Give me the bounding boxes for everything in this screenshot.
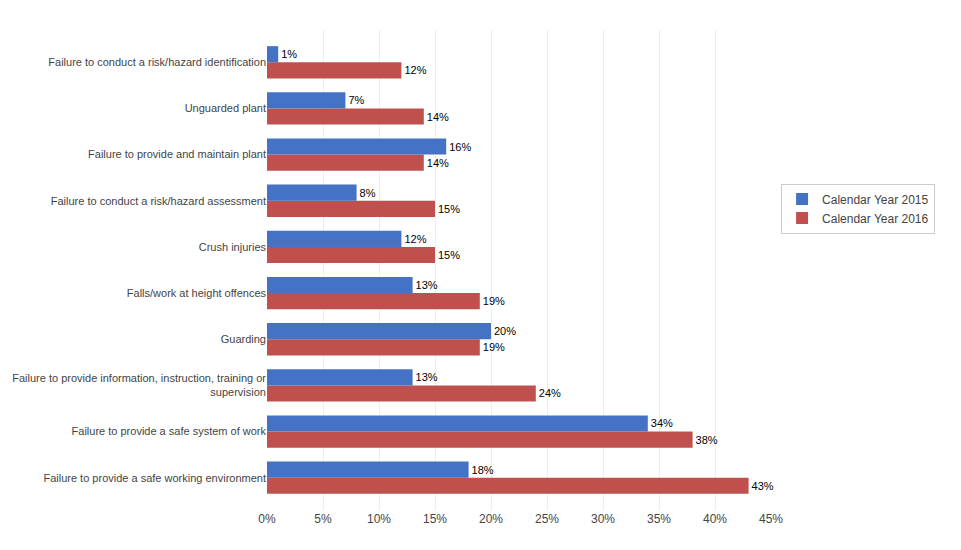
svg-text:0%: 0% [258, 512, 276, 526]
svg-text:19%: 19% [483, 295, 505, 307]
svg-text:20%: 20% [494, 325, 516, 337]
svg-text:Unguarded plant: Unguarded plant [185, 102, 266, 114]
svg-text:Failure to conduct a risk/haza: Failure to conduct a risk/hazard assessm… [51, 195, 266, 207]
svg-text:43%: 43% [752, 480, 774, 492]
svg-text:12%: 12% [404, 64, 426, 76]
svg-text:12%: 12% [404, 233, 426, 245]
svg-text:14%: 14% [427, 111, 449, 123]
svg-text:34%: 34% [651, 417, 673, 429]
svg-text:19%: 19% [483, 341, 505, 353]
svg-text:18%: 18% [472, 464, 494, 476]
svg-text:Calendar Year 2016: Calendar Year 2016 [822, 212, 928, 226]
svg-text:Failure to provide a safe syst: Failure to provide a safe system of work [72, 425, 267, 437]
svg-text:15%: 15% [438, 203, 460, 215]
svg-text:1%: 1% [281, 48, 297, 60]
svg-text:15%: 15% [423, 512, 447, 526]
svg-text:13%: 13% [416, 279, 438, 291]
svg-text:Failure to provide a safe work: Failure to provide a safe working enviro… [43, 472, 266, 484]
svg-text:30%: 30% [591, 512, 615, 526]
svg-text:Falls/work at height offences: Falls/work at height offences [127, 287, 267, 299]
svg-text:5%: 5% [314, 512, 332, 526]
svg-text:13%: 13% [416, 371, 438, 383]
svg-text:45%: 45% [759, 512, 783, 526]
svg-text:7%: 7% [348, 94, 364, 106]
svg-text:16%: 16% [449, 141, 471, 153]
svg-text:40%: 40% [703, 512, 727, 526]
svg-text:Calendar Year 2015: Calendar Year 2015 [822, 193, 928, 207]
svg-text:Guarding: Guarding [221, 333, 266, 345]
svg-text:20%: 20% [479, 512, 503, 526]
svg-text:Crush injuries: Crush injuries [199, 241, 267, 253]
svg-text:8%: 8% [360, 187, 376, 199]
svg-text:Failure to provide and maintai: Failure to provide and maintain plant [88, 148, 266, 160]
svg-text:Failure to provide information: Failure to provide information, instruct… [12, 372, 266, 398]
svg-text:Failure to conduct a risk/haza: Failure to conduct a risk/hazard identif… [48, 56, 266, 68]
svg-text:15%: 15% [438, 249, 460, 261]
svg-text:10%: 10% [367, 512, 391, 526]
svg-text:38%: 38% [696, 434, 718, 446]
svg-text:35%: 35% [647, 512, 671, 526]
svg-text:14%: 14% [427, 157, 449, 169]
svg-text:25%: 25% [535, 512, 559, 526]
svg-text:24%: 24% [539, 387, 561, 399]
